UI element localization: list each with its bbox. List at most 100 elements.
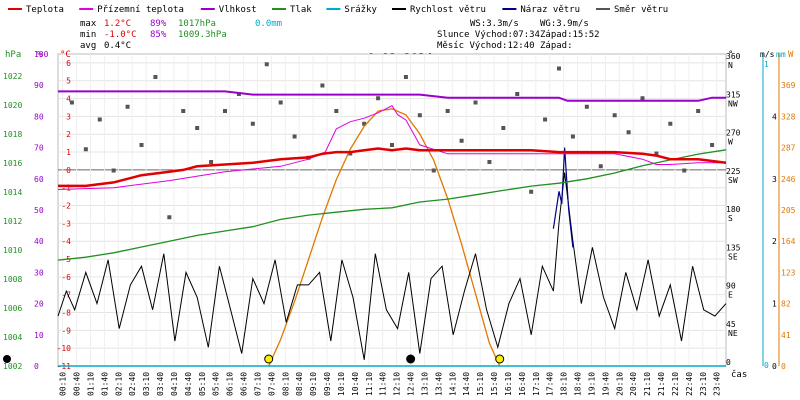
legend-label-6: Náraz větru bbox=[520, 5, 580, 15]
x-tick: 08:40 bbox=[295, 372, 304, 396]
w-axis-title: W bbox=[788, 50, 794, 60]
stat-moon: Měsíc Východ:12:40 bbox=[437, 41, 535, 51]
c-tick: 0 bbox=[66, 166, 71, 175]
x-tick: 02:10 bbox=[114, 372, 123, 396]
dir-tick: 90 bbox=[726, 282, 736, 291]
pct-tick: 70 bbox=[34, 144, 44, 153]
wind-direction-point bbox=[195, 126, 200, 130]
hpa-tick: 1008 bbox=[3, 275, 22, 284]
dir-tick: 135 bbox=[726, 243, 741, 252]
wind-direction-point bbox=[557, 66, 561, 71]
wind-direction-point bbox=[223, 109, 227, 113]
x-tick: 06:40 bbox=[240, 372, 249, 396]
wind-direction-point bbox=[139, 143, 144, 147]
c-axis-title: °C bbox=[60, 50, 71, 60]
x-tick: 08:10 bbox=[281, 372, 290, 396]
c-tick: -10 bbox=[57, 344, 72, 353]
legend-label-7: Směr větru bbox=[614, 5, 668, 15]
legend-label-0: Teplota bbox=[26, 5, 64, 15]
wind-direction-point bbox=[403, 75, 408, 79]
ms-axis-title: m/s bbox=[760, 50, 775, 59]
x-tick: 10:40 bbox=[351, 372, 360, 396]
x-tick: 18:40 bbox=[574, 372, 583, 396]
stat-min-press: 1009.3hPa bbox=[178, 30, 227, 40]
w-tick: 205 bbox=[781, 206, 796, 215]
wind-direction-point bbox=[83, 147, 88, 152]
legend-label-4: Srážky bbox=[344, 5, 377, 15]
x-tick: 03:10 bbox=[142, 372, 151, 396]
dir-tick: 0 bbox=[726, 358, 731, 367]
w-tick: 287 bbox=[781, 144, 796, 153]
x-tick: 01:10 bbox=[86, 372, 95, 396]
x-axis: 00:10 00:40 01:10 01:40 02:10 02:40 03:10 03:40… bbox=[59, 369, 748, 396]
wind-direction-point bbox=[69, 100, 74, 105]
stat-min-label: min bbox=[80, 30, 96, 40]
x-tick: 03:40 bbox=[156, 372, 165, 396]
temperature-line bbox=[58, 147, 727, 188]
dir-tick: 360 bbox=[726, 52, 741, 61]
wind-direction-point bbox=[431, 168, 436, 173]
x-tick: 22:40 bbox=[685, 372, 694, 396]
x-tick: 16:10 bbox=[504, 372, 513, 396]
w-tick: 369 bbox=[781, 81, 796, 90]
c-tick: -2 bbox=[61, 202, 71, 211]
c-tick: 4 bbox=[66, 95, 71, 104]
dir-name: E bbox=[728, 291, 733, 300]
x-tick: 12:40 bbox=[407, 372, 416, 396]
dir-name: W bbox=[728, 138, 733, 147]
hpa-tick: 1014 bbox=[3, 188, 22, 197]
markers bbox=[3, 354, 505, 364]
c-tick: -3 bbox=[61, 219, 71, 228]
x-tick: 10:10 bbox=[337, 372, 346, 396]
pct-tick: 50 bbox=[34, 206, 44, 215]
wind-direction-point bbox=[612, 113, 617, 118]
wind-direction-point bbox=[278, 100, 283, 105]
c-tick: 2 bbox=[66, 130, 71, 139]
wind-direction-point bbox=[376, 96, 381, 101]
dir-tick: 225 bbox=[726, 167, 741, 176]
x-tick: 07:40 bbox=[267, 372, 276, 396]
stat-avg-label: avg bbox=[80, 41, 96, 51]
ms-tick: 3 bbox=[772, 175, 777, 184]
hpa-tick: 1016 bbox=[3, 159, 22, 168]
dir-name: NE bbox=[728, 329, 738, 338]
x-tick: 19:10 bbox=[587, 372, 596, 396]
w-tick: 246 bbox=[781, 175, 796, 184]
stat-min-temp: -1.0°C bbox=[104, 30, 137, 40]
wind-direction-point bbox=[710, 143, 715, 147]
w-tick: 328 bbox=[781, 112, 796, 121]
x-tick: 15:40 bbox=[490, 372, 499, 396]
dir-name: NW bbox=[728, 99, 738, 108]
x-tick: 14:40 bbox=[462, 372, 471, 396]
wind-direction-point bbox=[668, 121, 673, 126]
axes: hPa% °C1022102010181016101410121010100810… bbox=[3, 50, 796, 371]
pct-tick: 30 bbox=[34, 268, 44, 277]
wind-direction-point bbox=[348, 151, 353, 156]
wind-direction-point bbox=[487, 160, 492, 164]
x-tick: 05:10 bbox=[198, 372, 207, 396]
x-tick: 23:10 bbox=[699, 372, 708, 396]
x-tick: 09:40 bbox=[323, 372, 332, 396]
stat-max-hum: 89% bbox=[150, 19, 167, 29]
wind-direction-point bbox=[320, 83, 325, 88]
c-tick: -8 bbox=[61, 309, 71, 318]
dir-tick: 315 bbox=[726, 90, 741, 99]
wind-direction-point bbox=[543, 117, 548, 122]
humidity-line bbox=[58, 90, 726, 102]
hpa-tick: 1018 bbox=[3, 130, 22, 139]
legend-label-2: Vlhkost bbox=[219, 5, 257, 15]
w-tick: 82 bbox=[781, 300, 791, 309]
hpa-tick: 1012 bbox=[3, 217, 22, 226]
wind-direction-point bbox=[473, 100, 478, 105]
c-tick: -7 bbox=[61, 291, 71, 300]
dir-name: N bbox=[728, 61, 733, 70]
stat-moonset: Západ: bbox=[540, 41, 573, 51]
hpa-tick: 1004 bbox=[3, 333, 22, 342]
x-tick: 04:10 bbox=[170, 372, 179, 396]
c-tick: -4 bbox=[61, 237, 71, 246]
x-tick: 20:10 bbox=[615, 372, 624, 396]
dir-name: SE bbox=[728, 252, 738, 261]
x-tick: 21:40 bbox=[657, 372, 666, 396]
mm-tick: 0 bbox=[764, 361, 769, 370]
x-axis-label: čas bbox=[731, 369, 747, 380]
